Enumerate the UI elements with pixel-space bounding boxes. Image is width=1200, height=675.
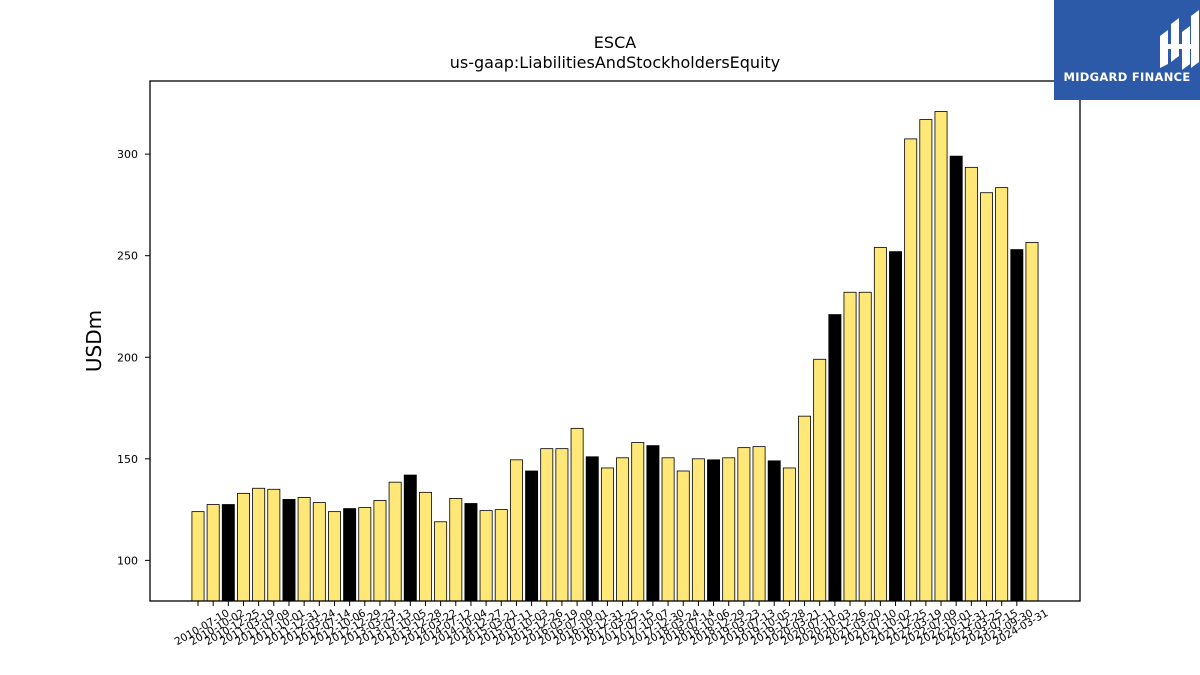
y-tick-label: 150 (117, 453, 138, 466)
bar (373, 500, 387, 602)
bar (722, 457, 736, 602)
bar (995, 187, 1009, 602)
bar (631, 442, 645, 602)
bar (494, 509, 508, 602)
bar (691, 458, 705, 602)
x-axis-ticks: 2010-07-102010-10-022010-12-252011-03-19… (173, 601, 1050, 648)
y-tick-label: 100 (117, 554, 138, 567)
bar (403, 474, 417, 602)
bar (267, 488, 281, 602)
bar (798, 415, 812, 602)
bar (252, 487, 266, 602)
bar (479, 510, 493, 602)
bar (919, 119, 933, 602)
bar (737, 447, 751, 602)
bar (206, 504, 220, 602)
bar (509, 459, 523, 602)
chart-title: ESCA (594, 33, 636, 52)
bar (525, 470, 539, 602)
y-tick-label: 300 (117, 148, 138, 161)
bar (221, 504, 235, 602)
plot-frame (149, 80, 1081, 602)
bar (312, 502, 326, 602)
bar (282, 499, 296, 602)
bar (418, 491, 432, 602)
y-axis-ticks: 100 150 200 250 300 (117, 148, 150, 567)
bar (358, 507, 372, 602)
bar (328, 511, 341, 602)
bar (661, 457, 675, 602)
bar-series (191, 111, 1039, 602)
bar (388, 481, 402, 602)
bar (889, 251, 902, 602)
bar (813, 358, 827, 602)
bar (237, 492, 250, 602)
bar (191, 511, 205, 602)
bar (782, 467, 796, 602)
bar (934, 111, 948, 602)
bar (858, 291, 872, 602)
bar (676, 470, 690, 602)
brand-name: MIDGARD FINANCE (1063, 70, 1191, 84)
bar (828, 314, 842, 602)
bar (1025, 242, 1039, 602)
y-tick-label: 200 (117, 351, 138, 364)
bar (464, 503, 478, 602)
bar (1010, 249, 1024, 602)
y-axis-label: USDm (82, 310, 106, 372)
midgard-monogram-icon (1160, 10, 1199, 70)
bar (343, 508, 357, 602)
bar (297, 497, 311, 602)
bar (540, 448, 554, 602)
bar (707, 459, 721, 602)
bar (752, 446, 766, 602)
bar (434, 521, 448, 602)
bar (585, 456, 599, 602)
bar (646, 445, 660, 602)
bar (964, 166, 978, 602)
bar (555, 448, 569, 602)
y-tick-label: 250 (117, 250, 138, 263)
bar (904, 138, 918, 602)
bar (980, 192, 993, 602)
bar (449, 498, 463, 602)
bar (570, 427, 584, 602)
brand-logo: MIDGARD FINANCE (1054, 0, 1200, 100)
bar (949, 155, 963, 602)
chart-subtitle: us-gaap:LiabilitiesAndStockholdersEquity (450, 53, 781, 72)
bar (767, 460, 781, 602)
bar (873, 247, 887, 602)
bar (600, 467, 614, 602)
bar (616, 457, 630, 602)
bar (843, 291, 857, 602)
